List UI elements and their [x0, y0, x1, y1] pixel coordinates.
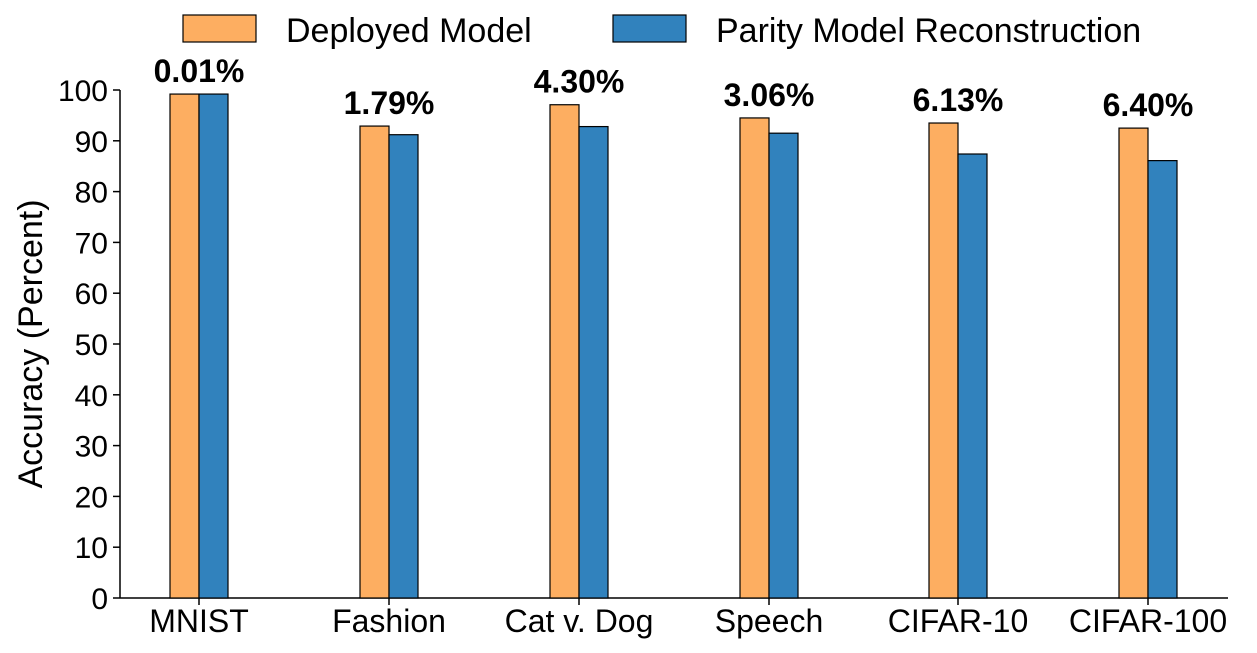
bar-parity-0 — [198, 93, 229, 599]
data-label: 6.40% — [1103, 87, 1194, 123]
bar-parity-4 — [957, 153, 988, 599]
legend-label: Deployed Model — [286, 12, 532, 50]
y-tick-label: 30 — [75, 431, 108, 464]
bar-deployed-4 — [928, 122, 959, 599]
bar-parity-1 — [388, 134, 419, 599]
x-tick-label: Speech — [715, 603, 824, 639]
y-tick-label: 100 — [58, 75, 108, 108]
legend-label: Parity Model Reconstruction — [716, 12, 1141, 50]
bar-deployed-1 — [359, 125, 390, 599]
y-tick-label: 10 — [75, 532, 108, 565]
y-tick-label: 70 — [75, 227, 108, 260]
x-tick-label: Fashion — [332, 603, 446, 639]
legend-swatch — [612, 14, 687, 43]
bar-deployed-0 — [169, 93, 200, 599]
x-tick-label: MNIST — [149, 603, 249, 639]
y-tick-label: 80 — [75, 177, 108, 210]
x-tick-label: Cat v. Dog — [505, 603, 654, 639]
data-label: 3.06% — [724, 77, 815, 113]
annotations: 0.01% 1.79% 4.30% 3.06% 6.13% 6.40% — [154, 53, 1194, 123]
x-axis: MNIST Fashion Cat v. Dog Speech CIFAR-10 CIFA… — [120, 597, 1228, 639]
legend-swatch — [182, 14, 257, 43]
y-tick-label: 0 — [91, 583, 108, 616]
y-tick-label: 90 — [75, 126, 108, 159]
bar-deployed-2 — [549, 104, 580, 599]
bars — [169, 93, 1178, 599]
bar-parity-2 — [578, 125, 609, 599]
y-axis: 0 10 20 30 40 50 60 70 80 90 100 — [58, 75, 121, 616]
bar-parity-3 — [768, 132, 799, 599]
bar-deployed-5 — [1118, 127, 1149, 599]
legend: Deployed Model Parity Model Reconstructio… — [182, 12, 1141, 50]
x-tick-label: CIFAR-100 — [1069, 603, 1227, 639]
data-label: 1.79% — [344, 85, 435, 121]
y-tick-label: 20 — [75, 481, 108, 514]
x-tick-label: CIFAR-10 — [888, 603, 1028, 639]
bar-deployed-3 — [739, 117, 770, 599]
bar-parity-5 — [1147, 160, 1178, 599]
data-label: 4.30% — [534, 64, 625, 100]
y-tick-label: 40 — [75, 380, 108, 413]
y-tick-label: 50 — [75, 329, 108, 362]
data-label: 0.01% — [154, 53, 245, 89]
y-tick-label: 60 — [75, 278, 108, 311]
data-label: 6.13% — [913, 82, 1004, 118]
y-axis-title: Accuracy (Percent) — [12, 199, 50, 488]
